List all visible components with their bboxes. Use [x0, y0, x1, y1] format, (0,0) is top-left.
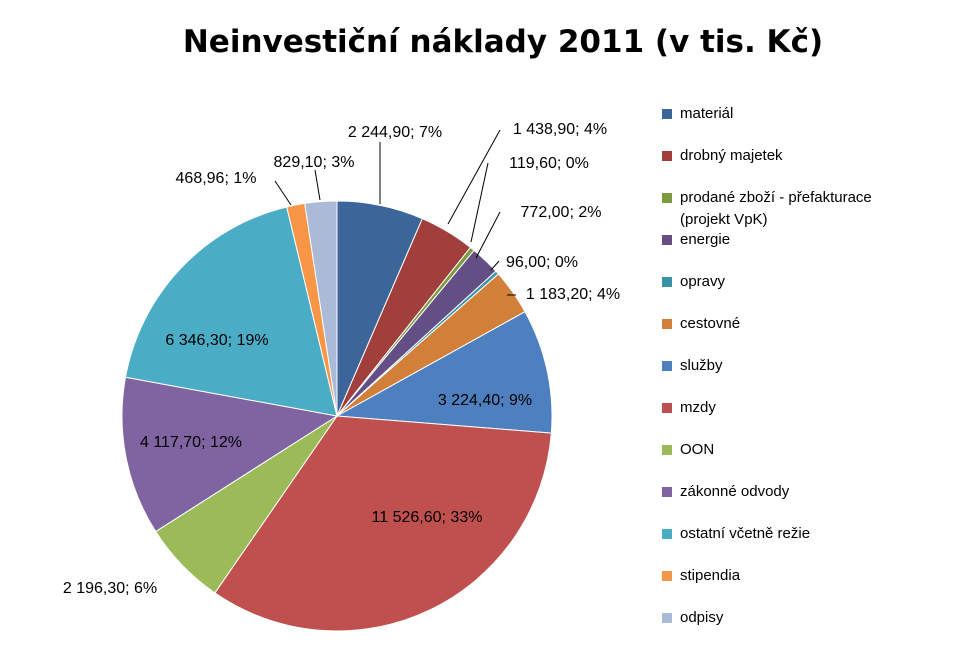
leader-line [447, 129, 501, 225]
data-labels: 2 244,90; 7% 1 438,90; 4% 119,60; 0% 772,00… [63, 121, 620, 597]
leader-line [274, 180, 292, 206]
data-label: 772,00; 2% [521, 204, 602, 221]
leader-lines [274, 129, 516, 296]
data-label: 119,60; 0% [509, 155, 589, 172]
legend-label: prodané zboží - přefakturace [680, 189, 872, 206]
pie-slice [304, 200, 338, 417]
legend-swatch [662, 361, 672, 371]
legend-label: materiál [680, 105, 733, 122]
leader-line [470, 162, 489, 243]
legend-label: odpisy [680, 609, 724, 626]
legend-swatch [662, 193, 672, 203]
legend-swatch [662, 571, 672, 581]
legend-label: (projekt VpK) [680, 211, 768, 228]
legend-swatch [662, 487, 672, 497]
leader-line [490, 260, 500, 271]
data-label: 4 117,70; 12% [140, 434, 242, 451]
data-label: 3 224,40; 9% [438, 392, 532, 409]
data-label: 2 196,30; 6% [63, 580, 157, 597]
pie-slice [214, 415, 552, 632]
legend-swatch [662, 445, 672, 455]
legend-label: ostatní včetně režie [680, 525, 810, 542]
legend-label: OON [680, 441, 714, 458]
legend-label: mzdy [680, 399, 716, 416]
legend-swatch [662, 613, 672, 623]
legend-label: cestovné [680, 315, 740, 332]
legend-label: zákonné odvody [680, 483, 790, 500]
legend-swatch [662, 529, 672, 539]
legend-label: opravy [680, 273, 726, 290]
pie-slice [335, 311, 553, 434]
pie-slice [124, 206, 338, 417]
legend-swatch [662, 277, 672, 287]
data-label: 1 183,20; 4% [526, 286, 620, 303]
legend-label: drobný majetek [680, 147, 783, 164]
legend-swatch [662, 403, 672, 413]
pie-slice [121, 376, 339, 533]
legend-label: stipendia [680, 567, 741, 584]
legend-swatch [662, 319, 672, 329]
pie-slices [121, 200, 553, 632]
data-label: 6 346,30; 19% [165, 332, 268, 349]
legend-swatch [662, 235, 672, 245]
legend-label: energie [680, 231, 730, 248]
data-label: 468,96; 1% [176, 170, 257, 187]
chart-title: Neinvestiční náklady 2011 (v tis. Kč) [183, 24, 823, 60]
data-label: 829,10; 3% [274, 154, 355, 171]
data-label: 2 244,90; 7% [348, 124, 442, 141]
data-label: 96,00; 0% [506, 254, 578, 271]
legend-swatch [662, 109, 672, 119]
data-label: 11 526,60; 33% [372, 509, 483, 526]
legend-swatch [662, 151, 672, 161]
data-label: 1 438,90; 4% [513, 121, 607, 138]
leader-line [475, 211, 501, 259]
legend: materiál drobný majetek prodané zboží - př… [662, 105, 872, 626]
legend-label: služby [680, 357, 723, 374]
leader-line [314, 169, 321, 201]
